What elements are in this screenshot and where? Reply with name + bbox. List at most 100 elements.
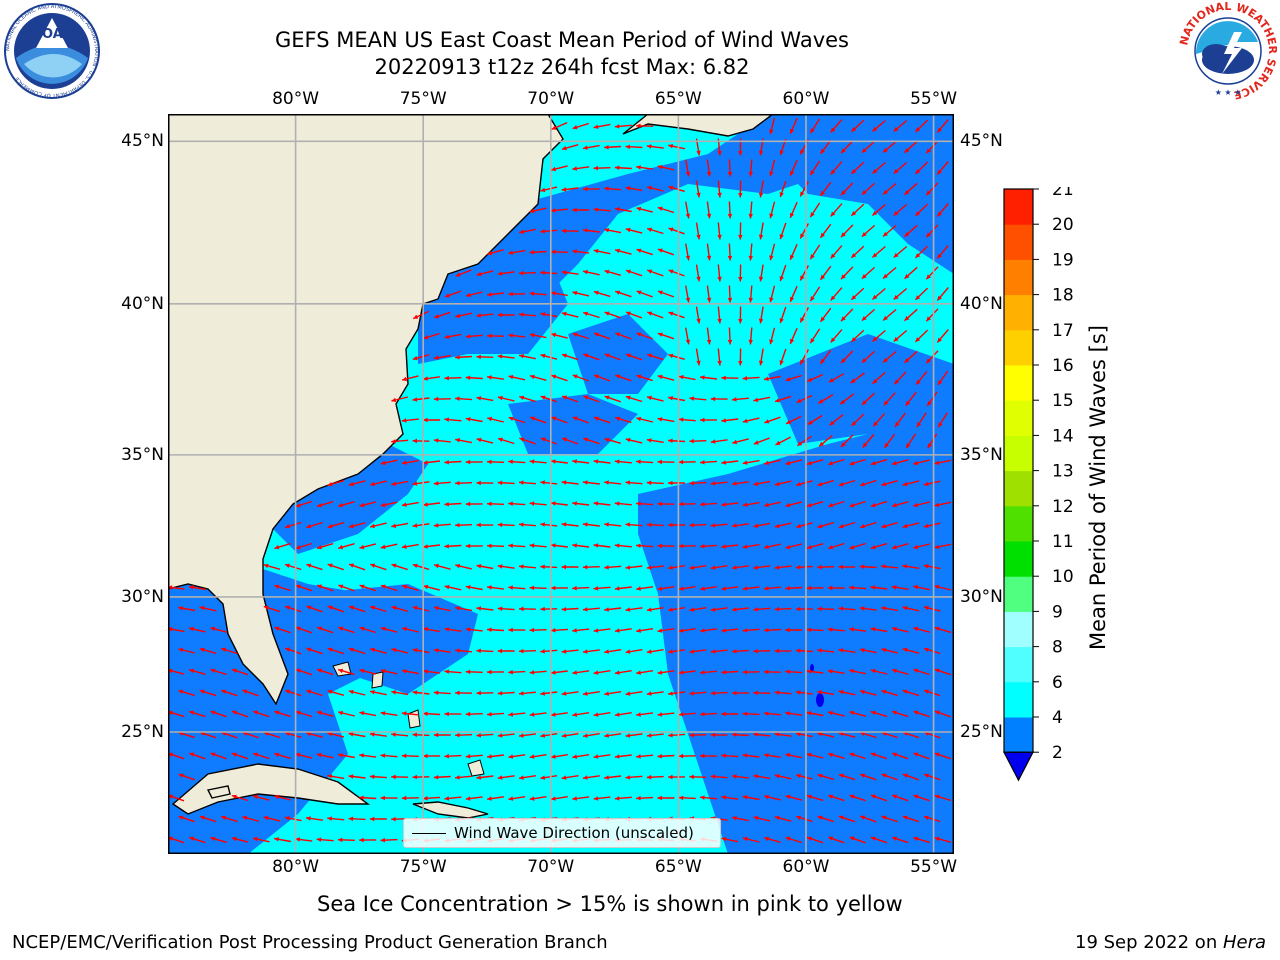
direction-arrow	[819, 307, 832, 323]
direction-arrow	[689, 691, 707, 696]
direction-arrow	[769, 201, 776, 219]
direction-arrow	[827, 794, 845, 802]
direction-arrow	[817, 479, 834, 487]
direction-arrow	[284, 689, 302, 697]
direction-arrow	[359, 753, 377, 758]
direction-arrow	[789, 159, 798, 177]
footer-credit: NCEP/EMC/Verification Post Processing Pr…	[12, 932, 608, 953]
direction-arrow	[758, 348, 764, 366]
direction-arrow	[369, 605, 387, 613]
direction-arrow	[925, 350, 939, 364]
map-panel	[168, 114, 954, 854]
direction-arrow	[348, 563, 366, 571]
direction-arrow	[827, 669, 845, 674]
direction-arrow	[604, 565, 622, 570]
direction-arrow	[838, 815, 856, 823]
direction-arrow	[838, 606, 856, 611]
direction-arrow	[338, 584, 355, 592]
direction-arrow	[338, 501, 355, 508]
direction-arrow	[433, 690, 451, 695]
direction-arrow	[614, 712, 632, 717]
direction-arrow	[188, 585, 206, 591]
direction-arrow	[615, 416, 632, 424]
direction-arrow	[625, 775, 643, 780]
colorbar-tick-label: 21	[1052, 187, 1074, 200]
direction-arrow	[769, 327, 776, 345]
direction-arrow	[572, 712, 590, 717]
direction-arrow	[763, 586, 781, 591]
direction-arrow	[540, 270, 558, 275]
direction-arrow	[444, 627, 462, 632]
direction-arrow	[455, 480, 473, 486]
direction-arrow	[934, 543, 952, 549]
direction-arrow	[210, 752, 227, 760]
direction-arrow	[902, 773, 920, 781]
direction-arrow	[561, 480, 579, 485]
colorbar-tick-label: 12	[1052, 497, 1074, 517]
direction-arrow	[789, 201, 798, 219]
direction-arrow	[806, 752, 824, 759]
direction-arrow	[905, 433, 917, 449]
direction-arrow	[893, 371, 907, 385]
direction-arrow	[689, 774, 707, 780]
direction-arrow	[774, 690, 792, 695]
direction-arrow	[401, 753, 419, 759]
direction-arrow	[486, 333, 505, 339]
direction-arrow	[614, 628, 632, 633]
direction-arrow	[934, 836, 952, 843]
graticule	[168, 114, 954, 854]
direction-arrow	[615, 332, 632, 340]
direction-arrow	[348, 732, 366, 738]
direction-arrow	[444, 669, 462, 674]
direction-arrow	[785, 627, 803, 633]
direction-arrow	[840, 308, 854, 322]
direction-arrow	[748, 243, 753, 261]
colorbar-segment	[1004, 717, 1033, 753]
direction-arrow	[540, 353, 558, 360]
direction-arrow	[678, 543, 696, 549]
direction-arrow	[391, 396, 409, 403]
direction-arrow	[444, 375, 462, 381]
direction-arrow	[763, 501, 781, 508]
direction-arrow	[444, 584, 462, 591]
direction-arrow	[252, 752, 270, 760]
direction-arrow	[636, 543, 654, 548]
colorbar-tick-label: 8	[1052, 638, 1063, 658]
direction-arrow	[923, 689, 941, 697]
direction-arrow	[795, 648, 813, 653]
direction-arrow	[699, 586, 718, 591]
direction-arrow	[809, 202, 821, 218]
direction-arrow	[550, 501, 568, 506]
direction-arrow	[795, 732, 813, 738]
direction-arrow	[827, 500, 845, 508]
direction-arrow	[685, 327, 691, 345]
direction-arrow	[486, 627, 505, 632]
direction-arrow	[444, 711, 462, 717]
direction-arrow	[775, 436, 791, 446]
direction-arrow	[540, 775, 558, 780]
direction-arrow	[604, 353, 621, 361]
colorbar-tick-label: 13	[1052, 462, 1074, 482]
direction-arrow	[593, 165, 611, 171]
direction-arrow	[316, 626, 334, 634]
direction-arrow	[572, 332, 590, 340]
direction-arrow	[497, 354, 515, 359]
direction-arrow	[657, 374, 675, 381]
direction-arrow	[359, 584, 377, 592]
direction-arrow	[423, 417, 441, 423]
direction-arrow	[636, 795, 654, 801]
direction-arrow	[604, 437, 621, 444]
direction-arrow	[497, 522, 515, 528]
direction-arrow	[561, 649, 579, 654]
direction-arrow	[934, 668, 952, 676]
direction-arrow	[369, 774, 387, 779]
direction-arrow	[433, 311, 451, 319]
direction-arrow	[465, 627, 483, 632]
direction-arrow	[561, 607, 579, 612]
direction-arrow	[540, 229, 558, 234]
direction-arrow	[706, 243, 712, 261]
lon-tick-label-top: 80°W	[272, 89, 320, 109]
direction-arrow	[327, 563, 345, 571]
direction-arrow	[359, 795, 377, 800]
direction-arrow	[827, 710, 845, 717]
